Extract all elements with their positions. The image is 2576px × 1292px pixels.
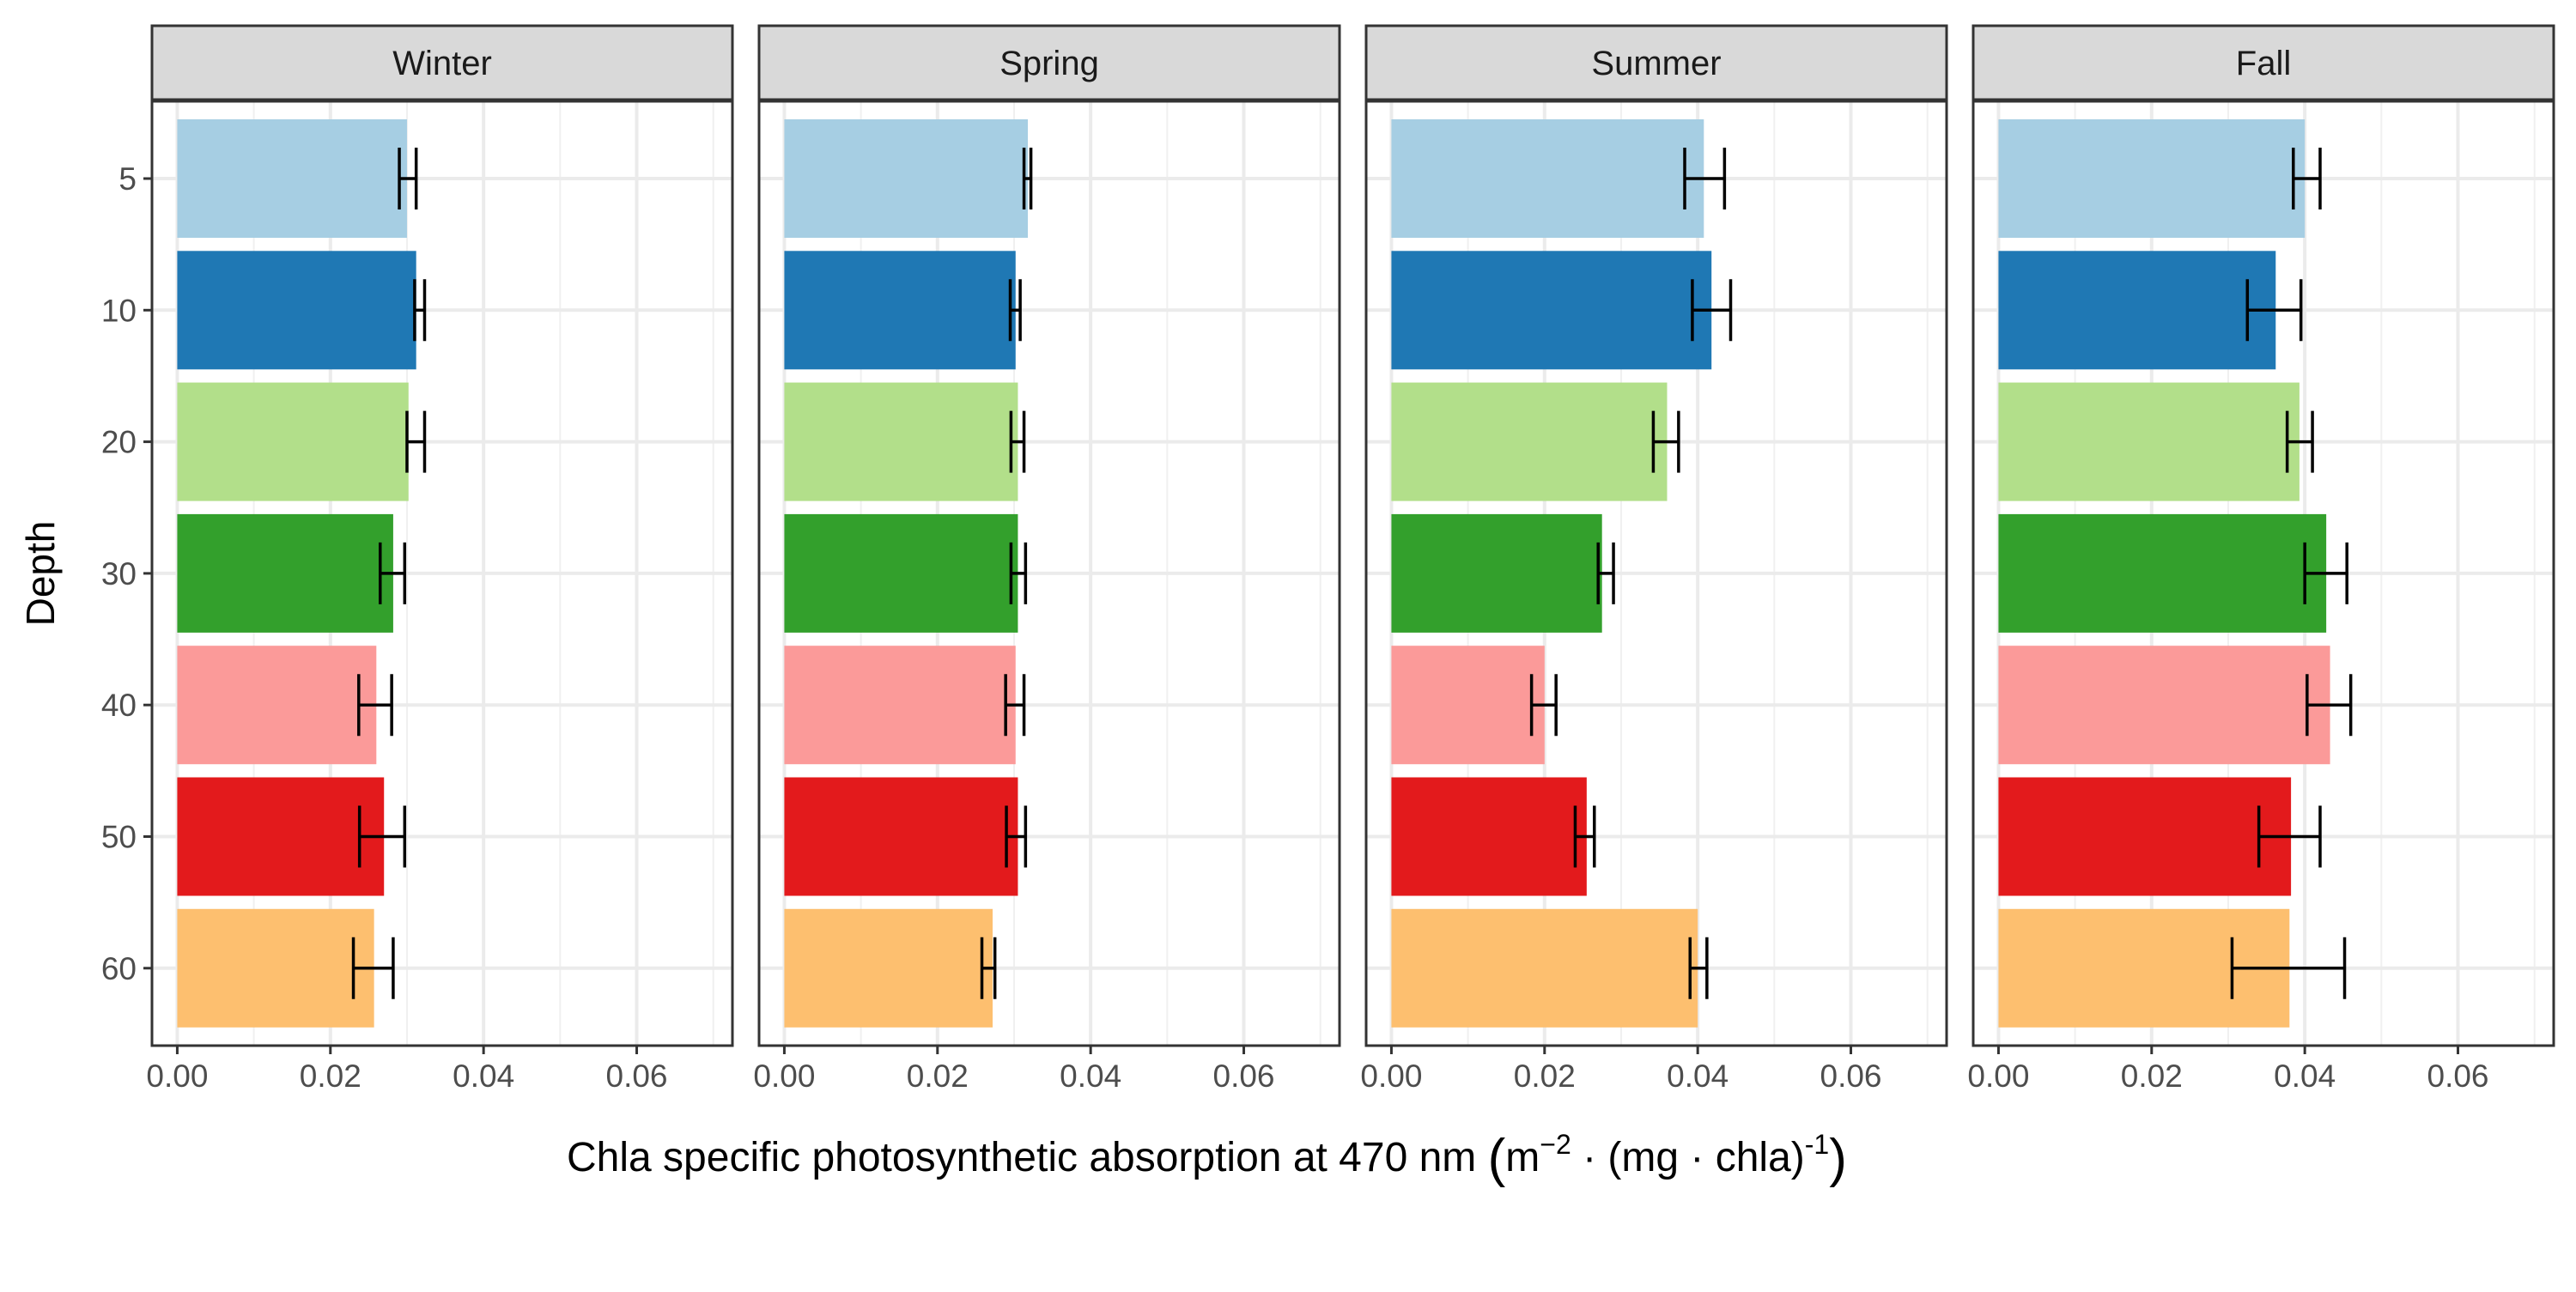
x-tick-label: 0.00 [753,1058,815,1094]
x-tick-label: 0.00 [146,1058,208,1094]
bar [784,777,1018,896]
bar [784,251,1016,370]
bar [177,777,385,896]
bar [784,513,1018,633]
x-axis-unit-exponent: −2 [1540,1129,1571,1160]
panel-border [1971,100,2555,1047]
x-tick-label: 0.06 [2427,1058,2489,1094]
x-axis-unit-exponent: -1 [1805,1129,1829,1160]
x-tick-label: 0.04 [1667,1058,1728,1094]
x-axis-unit-text: · chla) [1690,1135,1804,1180]
bar [1391,908,1698,1028]
x-tick-label: 0.00 [1360,1058,1422,1094]
bar [1998,251,2276,370]
x-tick-label: 0.00 [1967,1058,2029,1094]
bar [784,908,993,1028]
x-tick-label: 0.02 [300,1058,361,1094]
y-tick-label: 20 [101,425,137,460]
x-tick-label: 0.02 [2121,1058,2183,1094]
x-tick-label: 0.02 [1514,1058,1576,1094]
bar [1998,513,2327,633]
y-tick-label: 60 [101,951,137,986]
bar [784,646,1016,765]
y-tick-label: 50 [101,820,137,855]
x-tick-label: 0.06 [1213,1058,1275,1094]
x-axis-unit-text: · (mg [1571,1135,1691,1180]
bar [1391,777,1587,896]
facet-strip [757,24,1341,101]
bar [1391,513,1602,633]
x-tick-label: 0.04 [453,1058,514,1094]
x-axis-unit-text: m [1505,1135,1540,1180]
panel-fall: Fall 0.00 0.02 0.04 0.06 [1967,24,2555,1094]
x-tick-label: 0.04 [1060,1058,1121,1094]
bar [784,119,1029,238]
bar [1391,251,1712,370]
bar [177,382,409,501]
bar [177,251,416,370]
panel-spring: Spring 0.00 0.02 0.04 0.06 [753,24,1341,1094]
facet-strip-label: Winter [392,45,492,82]
x-axis-title: Chla specific photosynthetic absorption … [567,1129,1847,1188]
y-tick-label: 30 [101,556,137,591]
x-axis-unit-paren: ) [1829,1129,1847,1188]
panel-winter: Winter 0.00 0.02 0.04 0.06 [146,24,734,1094]
panel-border [1364,100,1948,1047]
x-tick-label: 0.06 [1820,1058,1882,1094]
facet-strip [150,24,734,101]
bar [1998,646,2330,765]
facet-strip [1971,24,2555,101]
bar [177,646,377,765]
bar [1998,382,2300,501]
bar [1391,119,1704,238]
y-axis-title: Depth [18,521,63,627]
panel-summer: Summer 0.00 0.02 0.04 0.06 [1360,24,1948,1094]
bar [784,382,1018,501]
bar [177,908,374,1028]
x-axis-title-main: Chla specific photosynthetic absorption … [567,1135,1488,1180]
bar [1391,382,1668,501]
y-tick-label: 10 [101,293,137,328]
facet-strip-label: Spring [999,45,1099,82]
bar [1998,777,2292,896]
bar [1998,119,2306,238]
facet-strip-label: Fall [2236,45,2291,82]
bar [177,119,407,238]
facet-strip [1364,24,1948,101]
x-axis-unit-paren: ( [1488,1129,1506,1188]
bar [1391,646,1545,765]
facet-strip-label: Summer [1591,45,1721,82]
y-tick-label: 5 [118,161,137,197]
x-tick-label: 0.02 [907,1058,969,1094]
x-tick-label: 0.04 [2274,1058,2336,1094]
panel-border [757,100,1341,1047]
bar [177,513,393,633]
x-tick-label: 0.06 [606,1058,668,1094]
y-tick-label: 40 [101,688,137,723]
